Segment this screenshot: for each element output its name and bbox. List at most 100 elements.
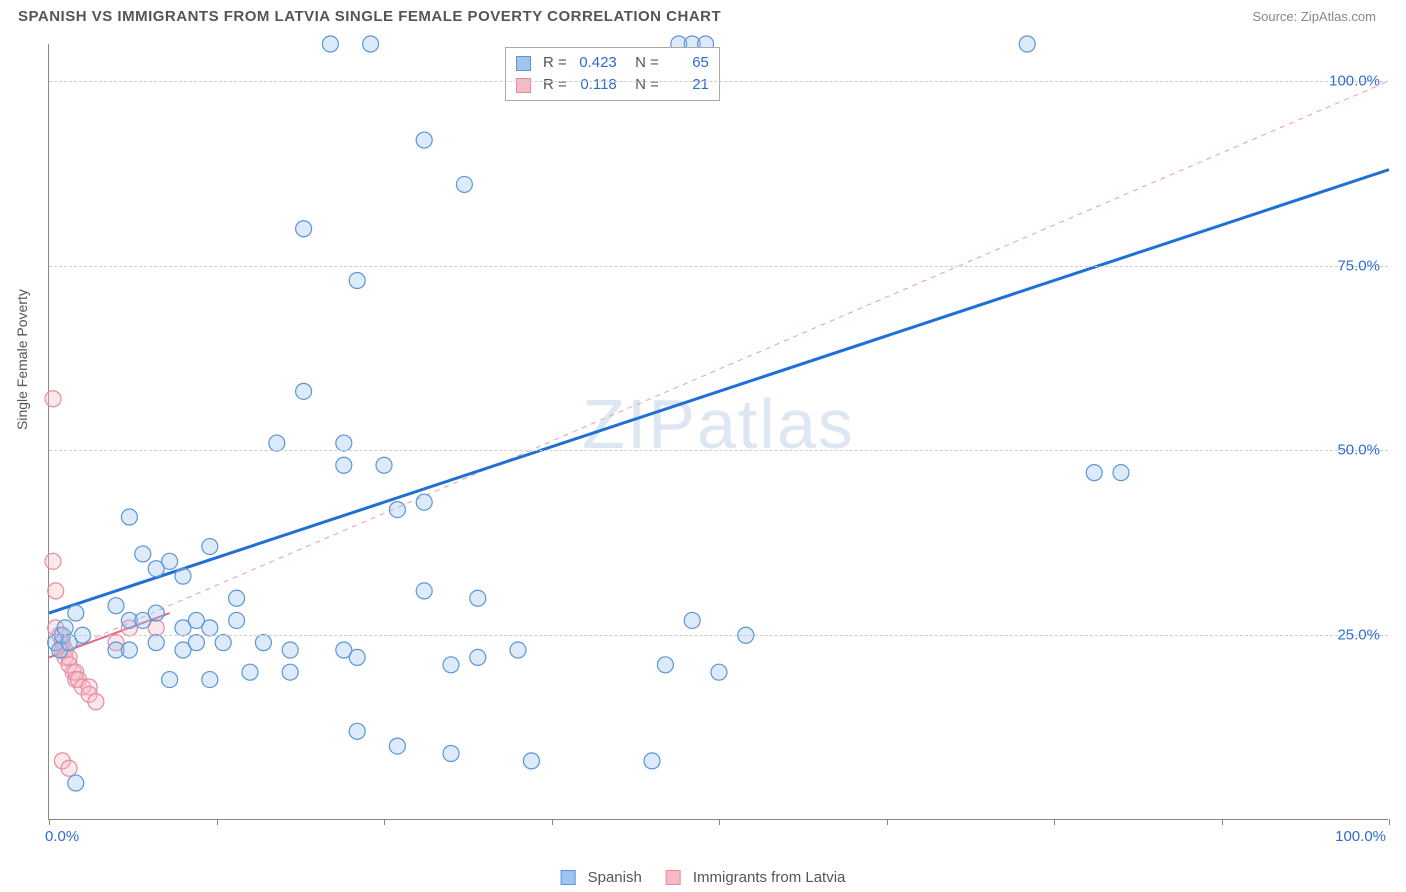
- data-point: [416, 494, 432, 510]
- y-tick-label: 25.0%: [1337, 627, 1380, 644]
- trend-line-immigrants-from-latvia: [49, 81, 1389, 657]
- trend-line-spanish: [49, 170, 1389, 613]
- x-tick-mark: [1054, 819, 1055, 825]
- x-tick-mark: [1389, 819, 1390, 825]
- n-label: N =: [635, 74, 659, 96]
- data-point: [349, 723, 365, 739]
- data-point: [229, 590, 245, 606]
- data-point: [1086, 465, 1102, 481]
- source-link[interactable]: ZipAtlas.com: [1301, 9, 1376, 24]
- data-point: [711, 664, 727, 680]
- data-point: [336, 457, 352, 473]
- data-point: [456, 176, 472, 192]
- data-point: [57, 620, 73, 636]
- data-point: [296, 221, 312, 237]
- data-point: [389, 738, 405, 754]
- n-label: N =: [635, 52, 659, 74]
- stats-legend-box: R = 0.423 N = 65R = 0.118 N = 21: [505, 47, 720, 101]
- data-point: [296, 383, 312, 399]
- legend-label: Immigrants from Latvia: [693, 869, 846, 886]
- data-point: [282, 664, 298, 680]
- data-point: [229, 612, 245, 628]
- data-point: [1113, 465, 1129, 481]
- data-point: [148, 635, 164, 651]
- data-point: [202, 672, 218, 688]
- r-value: 0.423: [573, 52, 617, 74]
- legend-swatch: [666, 870, 681, 885]
- x-tick-mark: [552, 819, 553, 825]
- r-value: 0.118: [573, 74, 617, 96]
- data-point: [202, 620, 218, 636]
- gridline: [49, 81, 1388, 82]
- data-point: [242, 664, 258, 680]
- data-point: [61, 760, 77, 776]
- data-point: [255, 635, 271, 651]
- n-value: 65: [665, 52, 709, 74]
- data-point: [349, 272, 365, 288]
- gridline: [49, 450, 1388, 451]
- data-point: [510, 642, 526, 658]
- data-point: [363, 36, 379, 52]
- data-point: [188, 635, 204, 651]
- data-point: [48, 583, 64, 599]
- data-point: [470, 590, 486, 606]
- data-point: [215, 635, 231, 651]
- data-point: [1019, 36, 1035, 52]
- data-point: [416, 132, 432, 148]
- data-point: [349, 649, 365, 665]
- series-legend: Spanish Immigrants from Latvia: [561, 869, 846, 886]
- x-tick-mark: [49, 819, 50, 825]
- data-point: [162, 672, 178, 688]
- stats-row: R =0.118 N =21: [516, 74, 709, 96]
- data-point: [684, 612, 700, 628]
- data-point: [644, 753, 660, 769]
- chart-title: SPANISH VS IMMIGRANTS FROM LATVIA SINGLE…: [18, 8, 721, 25]
- data-point: [416, 583, 432, 599]
- data-point: [121, 509, 137, 525]
- legend-swatch: [516, 56, 531, 71]
- chart-plot-area: ZIPatlas R =0.423 N =65R =0.118 N =21 25…: [48, 44, 1388, 820]
- data-point: [282, 642, 298, 658]
- scatter-plot-svg: [49, 44, 1388, 819]
- legend-item: Immigrants from Latvia: [666, 869, 846, 886]
- x-tick-mark: [719, 819, 720, 825]
- data-point: [389, 502, 405, 518]
- data-point: [45, 391, 61, 407]
- source-prefix: Source:: [1252, 9, 1300, 24]
- data-point: [88, 694, 104, 710]
- x-tick-label-right: 100.0%: [1335, 828, 1386, 845]
- x-tick-mark: [1222, 819, 1223, 825]
- y-tick-label: 75.0%: [1337, 257, 1380, 274]
- data-point: [68, 775, 84, 791]
- data-point: [135, 546, 151, 562]
- data-point: [470, 649, 486, 665]
- data-point: [108, 598, 124, 614]
- n-value: 21: [665, 74, 709, 96]
- data-point: [269, 435, 285, 451]
- data-point: [376, 457, 392, 473]
- legend-item: Spanish: [561, 869, 642, 886]
- data-point: [443, 745, 459, 761]
- data-point: [148, 605, 164, 621]
- x-tick-mark: [887, 819, 888, 825]
- x-tick-mark: [217, 819, 218, 825]
- data-point: [175, 568, 191, 584]
- data-point: [322, 36, 338, 52]
- data-point: [336, 435, 352, 451]
- data-point: [162, 553, 178, 569]
- data-point: [202, 539, 218, 555]
- legend-label: Spanish: [588, 869, 642, 886]
- gridline: [49, 635, 1388, 636]
- source-attribution: Source: ZipAtlas.com: [1252, 9, 1376, 24]
- stats-row: R = 0.423 N = 65: [516, 52, 709, 74]
- y-axis-label: Single Female Poverty: [14, 289, 30, 430]
- data-point: [443, 657, 459, 673]
- data-point: [121, 642, 137, 658]
- legend-swatch: [561, 870, 576, 885]
- y-tick-label: 100.0%: [1329, 72, 1380, 89]
- data-point: [657, 657, 673, 673]
- r-label: R =: [543, 52, 567, 74]
- legend-swatch: [516, 78, 531, 93]
- x-tick-label-left: 0.0%: [45, 828, 79, 845]
- data-point: [68, 605, 84, 621]
